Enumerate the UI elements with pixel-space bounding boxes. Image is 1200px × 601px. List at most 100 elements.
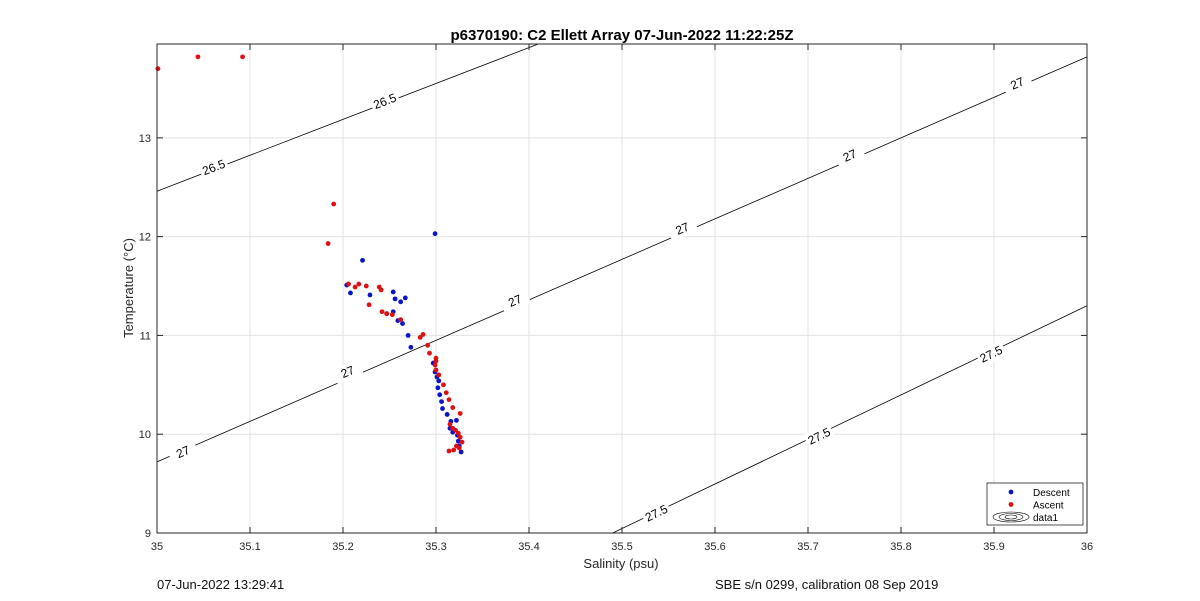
- isopycnal-label-bg: [640, 499, 673, 527]
- ascent-point: [155, 66, 161, 72]
- legend-contour-ring: [1004, 514, 1018, 520]
- ascent-point: [346, 281, 351, 287]
- ascent-point: [398, 317, 404, 323]
- y-tick-label: 9: [145, 528, 151, 540]
- descent-point: [455, 438, 461, 444]
- isopycnal-label-bg: [331, 359, 364, 385]
- descent-point: [436, 378, 442, 384]
- x-tick-label: 35.2: [332, 541, 353, 553]
- y-axis-label: Temperature (°C): [121, 238, 136, 338]
- ascent-point: [450, 405, 456, 410]
- x-axis-label: Salinity (psu): [583, 556, 658, 571]
- ascent-point: [433, 358, 439, 364]
- descent-point: [408, 344, 414, 350]
- ascent-point: [446, 397, 452, 403]
- descent-point: [398, 299, 404, 305]
- descent-point: [440, 406, 445, 411]
- chart-title: p6370190: C2 Ellett Array 07-Jun-2022 11…: [451, 27, 794, 44]
- ascent-point: [352, 284, 358, 290]
- descent-point: [360, 257, 365, 263]
- ascent-point: [389, 312, 395, 318]
- ascent-point: [363, 283, 369, 289]
- ascent-point: [427, 350, 432, 356]
- y-tick-label: 13: [139, 133, 151, 145]
- isopycnal-label-bg: [975, 340, 1008, 368]
- isopycnal-label-bg: [666, 215, 699, 242]
- isopycnal-label: 27: [174, 443, 192, 461]
- ascent-point: [441, 382, 446, 388]
- legend-contour-ring: [998, 513, 1024, 521]
- legend-label-data1: data1: [1033, 513, 1058, 524]
- ascent-point: [436, 372, 442, 378]
- isopycnal-label: 27: [339, 363, 357, 381]
- isopycnal-label: 27: [506, 292, 524, 310]
- ascent-point: [446, 448, 452, 454]
- ascent-point: [432, 362, 438, 368]
- ascent-point: [459, 439, 465, 445]
- descent-point: [400, 321, 405, 326]
- ascent-point: [447, 421, 453, 427]
- x-tick-label: 35.1: [239, 541, 260, 553]
- data-points: [155, 54, 465, 455]
- x-tick-label: 35: [151, 541, 163, 553]
- ascent-point: [356, 281, 362, 287]
- axis-ticks: 35 35.1 35.2 35.3 35.4 35.5 35.6 35.7 35.8 35.9 36…: [139, 44, 1093, 553]
- y-tick-label: 12: [139, 232, 151, 244]
- footer-calibration: SBE s/n 0299, calibration 08 Sep 2019: [715, 577, 939, 592]
- series-ascent: [155, 54, 465, 454]
- x-tick-label: 35.3: [425, 541, 446, 553]
- legend-contour-icon: [992, 511, 1030, 523]
- ascent-point: [443, 390, 449, 396]
- y-tick-label: 11: [140, 330, 151, 342]
- ascent-point: [240, 54, 245, 60]
- descent-point: [367, 292, 373, 298]
- footer-timestamp: 07-Jun-2022 13:29:41: [157, 577, 285, 592]
- isopycnal-label: 27: [1008, 74, 1026, 92]
- isopycnal-label: 27: [674, 220, 692, 238]
- descent-point: [402, 295, 408, 301]
- isopycnal-label-bg: [499, 287, 532, 314]
- isopycnal-label: 27: [841, 146, 859, 164]
- ascent-point: [457, 411, 463, 416]
- ascent-point: [195, 54, 201, 60]
- isopycnal-label-bg: [197, 154, 230, 180]
- ascent-point: [378, 287, 384, 293]
- legend-box: [986, 482, 1084, 526]
- ascent-point: [455, 430, 461, 436]
- ascent-point: [457, 434, 463, 440]
- isopycnal-label-bg: [833, 142, 866, 169]
- x-tick-label: 35.9: [983, 541, 1004, 553]
- ascent-point: [425, 342, 431, 348]
- ascent-point: [433, 367, 439, 373]
- x-tick-label: 35.7: [797, 541, 818, 553]
- x-tick-label: 35.6: [704, 541, 725, 553]
- ascent-point: [451, 447, 457, 453]
- x-tick-label: 35.5: [611, 541, 632, 553]
- descent-point: [437, 392, 443, 398]
- descent-point: [444, 412, 450, 417]
- ascent-point: [456, 445, 462, 451]
- descent-point: [390, 289, 396, 295]
- ascent-point: [366, 302, 372, 308]
- ascent-point: [379, 309, 385, 315]
- isopycnal-line: [156, 56, 1088, 463]
- isopycnal-label-bg: [803, 422, 836, 450]
- descent-point: [348, 290, 353, 296]
- legend-marker-ascent: [1008, 502, 1014, 507]
- series-descent: [344, 231, 464, 455]
- ascent-point: [331, 201, 337, 207]
- isopycnal-label-bg: [368, 88, 401, 114]
- ascent-point: [325, 241, 331, 246]
- legend-marker-descent: [1008, 489, 1014, 495]
- x-tick-label: 36: [1081, 541, 1093, 553]
- x-tick-label: 35.8: [890, 541, 911, 553]
- ascent-point: [417, 335, 423, 340]
- isopycnal-line: [612, 305, 1088, 534]
- ascent-point: [384, 311, 390, 317]
- legend-label-ascent: Ascent: [1033, 501, 1064, 512]
- descent-point: [454, 417, 459, 423]
- descent-point: [405, 333, 411, 338]
